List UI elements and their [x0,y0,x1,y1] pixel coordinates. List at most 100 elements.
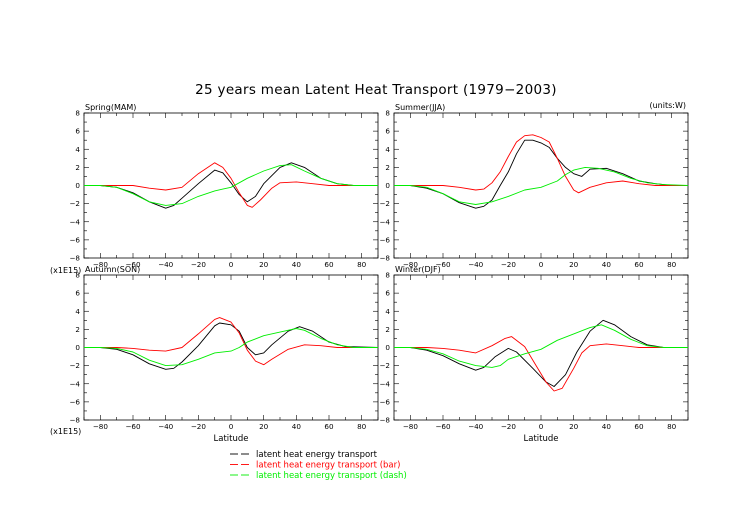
units-note: (units:W) [649,101,686,110]
y-tick-label: −2 [69,361,80,370]
y-tick-label: −4 [69,217,80,226]
x-tick-label: −80 [93,260,109,269]
x-tick-label: −40 [468,260,484,269]
series-line-total [394,139,688,209]
y-tick-label: −8 [379,416,390,425]
series-line-dash [84,164,378,206]
legend-entry-total: latent heat energy transport [230,450,378,460]
y-tick-label: −6 [379,397,390,406]
panel-3: Autumn(SON)−80 −60 −40 −20 0 20 40 60 80−8−6−4−2… [69,265,379,444]
x-tick-label: 0 [539,422,544,431]
series-line-total [84,322,379,370]
x-tick-label: −20 [191,422,207,431]
series-line-dash [84,328,378,367]
x-tick-label: −40 [158,422,174,431]
y-tick-label: −4 [379,379,390,388]
panel-title: Spring(MAM) [85,103,136,112]
panel-4: Winter(DJF)−80 −60 −40 −20 0 20 40 60 80−8−6−4−2… [379,265,689,444]
y-tick-label: −2 [379,361,390,370]
y-tick-label: 6 [75,127,80,136]
x-tick-label: −60 [125,260,141,269]
scale-note-top: (x1E15) [50,266,81,275]
series-line-total [394,319,688,387]
x-axis-label: Latitude [524,434,559,444]
panel-title: Summer(JJA) [395,103,445,112]
x-tick-label: 60 [634,422,644,431]
y-tick-label: −2 [69,199,80,208]
x-tick-label: 0 [229,260,234,269]
y-tick-label: 0 [385,181,390,190]
x-tick-label: 40 [602,422,612,431]
series-line-bar [394,134,688,194]
x-tick-label: 20 [259,422,269,431]
legend-label: latent heat energy transport [256,450,378,460]
y-tick-label: 6 [385,289,390,298]
legend-label: latent heat energy transport (dash) [256,471,407,481]
y-tick-label: 8 [75,109,80,118]
y-tick-label: 4 [385,145,390,154]
scale-note-bottom: (x1E15) [50,427,81,436]
y-tick-label: −2 [379,199,390,208]
x-tick-label: −60 [435,260,451,269]
x-tick-label: 20 [569,422,579,431]
x-tick-label: −60 [125,422,141,431]
x-tick-label: 20 [259,260,269,269]
figure-title: 25 years mean Latent Heat Transport (197… [195,82,557,98]
y-tick-label: 0 [75,181,80,190]
x-tick-label: −80 [403,260,419,269]
y-tick-label: 8 [385,271,390,280]
legend-entry-bar: latent heat energy transport (bar) [230,461,400,471]
series-line-bar [84,162,378,208]
x-tick-label: −40 [468,422,484,431]
y-tick-label: 4 [75,307,80,316]
x-tick-label: −80 [93,422,109,431]
y-tick-label: 2 [385,325,390,334]
y-tick-label: −6 [379,235,390,244]
series-line-dash [394,166,689,205]
x-tick-label: 80 [667,260,677,269]
x-tick-label: 40 [602,260,612,269]
panel-1: Spring(MAM)−80 −60 −40 −20 0 20 40 60 80−8−6−4−2… [69,103,379,269]
series-line-bar [394,336,688,392]
x-tick-label: −20 [501,260,517,269]
x-tick-label: 80 [357,422,367,431]
x-tick-label: −60 [435,422,451,431]
x-tick-label: 60 [324,422,334,431]
x-tick-label: 0 [229,422,234,431]
x-tick-label: −20 [501,422,517,431]
panels-group: Spring(MAM)−80 −60 −40 −20 0 20 40 60 80−8−6−4−2… [69,103,689,444]
panel-title: Autumn(SON) [85,265,140,274]
legend-entry-dash: latent heat energy transport (dash) [230,471,407,481]
x-tick-label: −40 [158,260,174,269]
y-tick-label: −4 [379,217,390,226]
y-tick-label: −4 [69,379,80,388]
y-tick-label: −6 [69,397,80,406]
y-tick-label: 8 [75,271,80,280]
x-tick-label: 40 [292,260,302,269]
x-tick-label: 60 [324,260,334,269]
x-tick-label: 0 [539,260,544,269]
x-axis-label: Latitude [214,434,249,444]
panel-title: Winter(DJF) [395,265,441,274]
x-tick-label: 40 [292,422,302,431]
x-tick-label: 60 [634,260,644,269]
panel-2: Summer(JJA)−80 −60 −40 −20 0 20 40 60 80−8−6−4−2… [379,103,689,269]
x-tick-label: 80 [667,422,677,431]
x-tick-label: −20 [191,260,207,269]
legend-label: latent heat energy transport (bar) [256,461,400,471]
y-tick-label: 8 [385,109,390,118]
y-tick-label: 2 [385,163,390,172]
series-line-bar [84,317,378,366]
y-tick-label: 0 [75,343,80,352]
y-tick-label: 4 [385,307,390,316]
x-tick-label: 80 [357,260,367,269]
y-tick-label: −8 [69,254,80,263]
y-tick-label: 2 [75,325,80,334]
y-tick-label: 0 [385,343,390,352]
y-tick-label: 4 [75,145,80,154]
y-tick-label: −8 [69,416,80,425]
x-tick-label: 20 [569,260,579,269]
y-tick-label: −6 [69,235,80,244]
